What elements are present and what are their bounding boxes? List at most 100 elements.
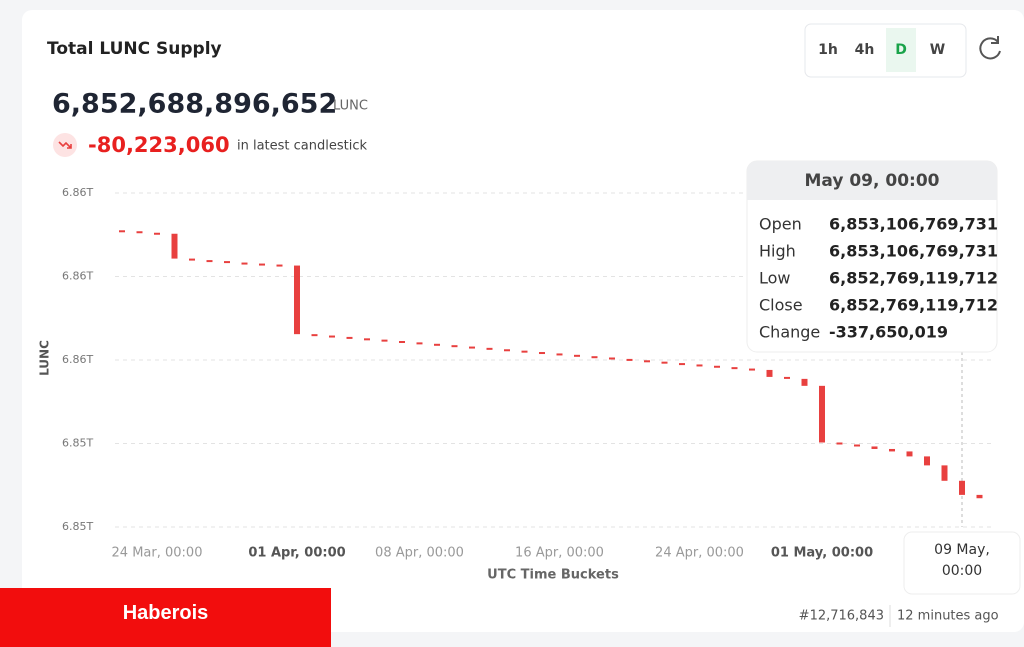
candle-body <box>171 233 178 259</box>
candle-body <box>539 352 545 355</box>
candle-body <box>941 465 948 481</box>
candle-body <box>451 345 458 348</box>
y-tick-label: 6.86T <box>62 353 93 366</box>
candle-body <box>399 341 405 344</box>
interval-group <box>804 23 967 78</box>
x-axis-label: UTC Time Buckets <box>487 568 619 583</box>
candle-body <box>259 263 265 266</box>
candle-body <box>871 446 878 449</box>
candle-body <box>504 349 510 352</box>
refresh-button[interactable] <box>979 36 1001 60</box>
tooltip-label: Open <box>759 215 802 234</box>
y-tick-label: 6.86T <box>62 270 93 283</box>
candle-body <box>416 342 423 345</box>
candle-body <box>241 262 248 265</box>
interval-button[interactable]: 1h <box>818 42 838 58</box>
candle-body <box>311 334 318 337</box>
x-highlight-box <box>903 531 1021 595</box>
supply-value: 6,852,688,896,652 <box>52 89 337 120</box>
y-tick-label: 6.86T <box>62 186 93 199</box>
candle-body <box>294 265 300 335</box>
candle-body <box>329 335 335 338</box>
candle-body <box>626 358 633 361</box>
candle-body <box>749 368 755 371</box>
x-tick-label: 09 May, 00:00 <box>934 542 990 579</box>
candle-body <box>609 357 615 360</box>
candle-body <box>731 367 738 370</box>
tooltip-value: -337,650,019 <box>829 323 948 342</box>
interval-button[interactable]: 4h <box>855 42 875 58</box>
candle-body <box>591 356 598 359</box>
candle-body <box>696 364 703 367</box>
candle-body <box>959 480 965 495</box>
candle-body <box>136 231 143 234</box>
tooltip-label: Close <box>759 296 803 315</box>
candle-body <box>189 258 195 261</box>
candle-body <box>679 363 685 366</box>
tooltip-label: High <box>759 242 796 261</box>
tooltip-label: Change <box>759 323 820 342</box>
change-note: in latest candlestick <box>237 139 368 154</box>
candle-body <box>836 442 843 445</box>
interval-buttons: 1h 4h D W <box>818 28 945 72</box>
candle-body <box>469 346 475 349</box>
chart: Total LUNC Supply 6,852,688,896,652 LUNC… <box>38 23 1021 627</box>
candle-body <box>434 343 440 346</box>
candle-body <box>784 376 790 379</box>
candle-body <box>766 369 773 377</box>
y-axis-label: LUNC <box>38 340 52 376</box>
interval-button[interactable]: W <box>930 42 945 58</box>
x-tick-label: 16 Apr, 00:00 <box>515 546 604 561</box>
supply-unit: LUNC <box>333 99 368 114</box>
candle-body <box>521 350 528 353</box>
candle-body <box>486 347 493 350</box>
banner-text: Haberois <box>122 602 209 624</box>
interval-active-bg <box>886 28 916 72</box>
candle-body <box>644 360 650 363</box>
candle-body <box>976 494 983 499</box>
candle-body <box>206 260 213 263</box>
x-highlight-wrap: 09 May, 00:00 <box>934 542 990 579</box>
candle-body <box>661 361 668 364</box>
trend-arrow <box>58 141 72 149</box>
candle-body <box>381 339 388 342</box>
candle-body <box>556 353 563 356</box>
candle-body <box>119 230 125 233</box>
plot-area: 6.85T 6.85T 6.86T 6.86T 6.86T 24 Mar, 00:00 01… <box>62 160 1021 595</box>
candle-body <box>364 338 370 341</box>
x-tick-label: 01 Apr, 00:00 <box>248 546 345 561</box>
tooltip-header-bg <box>747 161 997 200</box>
tooltip-label: Low <box>759 269 791 288</box>
candle-body <box>154 232 160 235</box>
candle-body <box>889 448 895 452</box>
card: Total LUNC Supply 6,852,688,896,652 LUNC… <box>22 10 1024 632</box>
candle-body <box>224 261 230 264</box>
banner: Haberois <box>0 588 331 647</box>
candle-body <box>574 354 580 357</box>
candle-body <box>924 456 930 466</box>
x-tick-label: 24 Mar, 00:00 <box>112 546 203 561</box>
candle-body <box>819 385 825 443</box>
candle-body <box>854 444 860 447</box>
y-tick-label: 6.85T <box>62 520 93 533</box>
y-tick-label: 6.85T <box>62 437 93 450</box>
x-tick-label: 08 Apr, 00:00 <box>375 546 464 561</box>
candle-body <box>714 365 720 368</box>
tooltip-title: May 09, 00:00 <box>804 171 939 191</box>
candle-body <box>801 378 808 386</box>
x-tick-label: 24 Apr, 00:00 <box>655 546 744 561</box>
candle-body <box>276 264 283 267</box>
block-number: #12,716,843 <box>799 609 884 624</box>
x-tick-label: 01 May, 00:00 <box>771 546 873 561</box>
candle-body <box>346 336 353 339</box>
tooltip-value: 6,852,769,119,712 <box>829 269 998 288</box>
card-title: Total LUNC Supply <box>47 39 222 59</box>
updated-age: 12 minutes ago <box>897 609 999 624</box>
interval-button[interactable]: D <box>895 42 907 58</box>
tooltip-value: 6,852,769,119,712 <box>829 296 998 315</box>
change-value: -80,223,060 <box>88 133 230 157</box>
tooltip-value: 6,853,106,769,731 <box>829 242 998 261</box>
tooltip-value: 6,853,106,769,731 <box>829 215 998 234</box>
candle-body <box>906 451 913 457</box>
